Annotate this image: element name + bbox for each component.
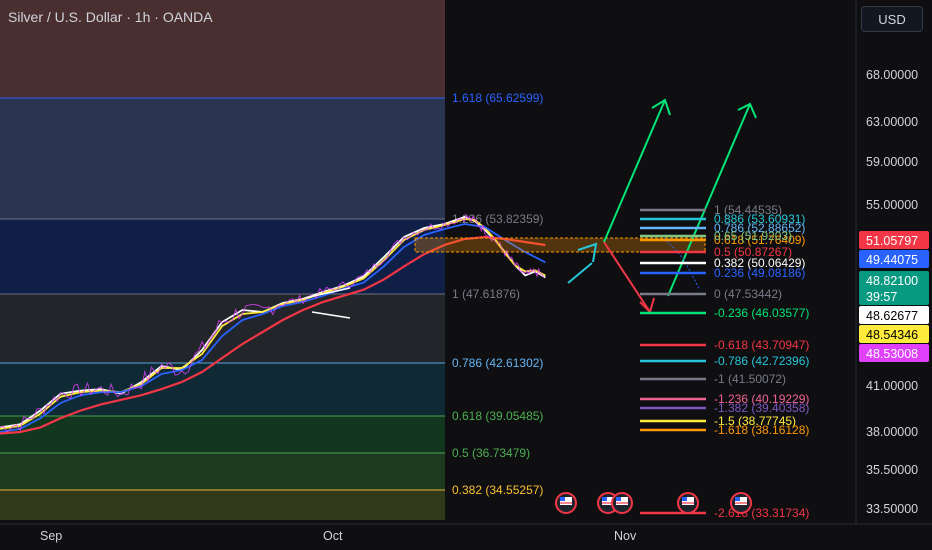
green-arrowhead-1: [651, 98, 671, 116]
cyan-arrow-1: [567, 262, 593, 284]
zone-0618: [0, 416, 445, 453]
price-tag-bg: [859, 306, 929, 324]
fib-retracement-label: -1 (41.50072): [714, 372, 786, 386]
price-tag-bg: [859, 344, 929, 362]
fib-extension-zones: [0, 0, 445, 520]
price-tag-label: 49.44075: [866, 253, 918, 267]
fib-retracement-label: 0.886 (53.60931): [714, 212, 805, 226]
us-flag-icon: [735, 497, 747, 505]
fib-retracement-label: -0.786 (42.72396): [714, 354, 809, 368]
zone-1618: [0, 98, 445, 219]
fib-extension-lines: 1.618 (65.62599) 1.236 (53.82359) 1 (47.61…: [0, 91, 543, 497]
price-tag-bg: [859, 231, 929, 249]
time-tick-label: Oct: [323, 529, 343, 543]
green-arrowhead-2: [737, 102, 757, 119]
fib-retracement-label: -1.382 (39.40358): [714, 401, 809, 415]
zone-1: [0, 294, 445, 363]
us-flag-canton-icon: [602, 497, 607, 501]
us-flag-icon: [602, 497, 614, 505]
fib-retracement-lines: 1 (54.44535)0.886 (53.60931)0.786 (52.88…: [640, 203, 809, 520]
fib-retracement-label: 0.5 (50.87267): [714, 245, 792, 259]
fib-extension-label: 0.786 (42.61302): [452, 356, 543, 370]
green-arrow-1: [603, 99, 666, 243]
price-tick-label: 35.50000: [866, 463, 918, 477]
fib-retracement-label: 1 (54.44535): [714, 203, 782, 217]
price-tag-bg: [859, 250, 929, 268]
us-flag-canton-icon: [735, 497, 740, 501]
cyan-arrowhead-1: [577, 242, 598, 263]
price-tick-label: 38.00000: [866, 425, 918, 439]
resistance-zone: [414, 237, 706, 253]
fib-extension-label: 1.236 (53.82359): [452, 212, 543, 226]
fib-retracement-label: 0.382 (50.06429): [714, 256, 805, 270]
zone-0382: [0, 490, 445, 520]
fib-extension-label: 1 (47.61876): [452, 287, 520, 301]
price-tag-label: 48.54346: [866, 328, 918, 342]
zone-05: [0, 453, 445, 490]
zone-top: [0, 0, 445, 98]
fib-retracement-label: -2.618 (33.31734): [714, 506, 809, 520]
economic-events: [555, 492, 752, 514]
us-flag-canton-icon: [616, 497, 621, 501]
price-tag-label: 48.82100: [866, 274, 918, 288]
us-flag-icon: [682, 497, 694, 505]
fib-retracement-label: 0.236 (49.08186): [714, 266, 805, 280]
fib-retracement-label: 0 (47.53442): [714, 287, 782, 301]
zone-1236: [0, 219, 445, 294]
retracement-trend-line: [663, 237, 701, 291]
price-tick-label: 63.00000: [866, 115, 918, 129]
price-tag-bg: [859, 271, 929, 289]
fib-retracement-label: -1.5 (38.77745): [714, 414, 796, 428]
fib-retracement-label: 0.618 (51.76409): [714, 233, 805, 247]
us-flag-canton-icon: [682, 497, 687, 501]
price-tag-label: 48.62677: [866, 309, 918, 323]
price-tag-bg: [859, 325, 929, 343]
fib-retracement-label: 0.786 (52.88652): [714, 221, 805, 235]
fib-retracement-label: -0.618 (43.70947): [714, 338, 809, 352]
series-line: [0, 235, 546, 435]
price-tag-bg: [859, 287, 929, 305]
fib-extension-label: 0.5 (36.73479): [452, 446, 530, 460]
currency-button[interactable]: USD: [861, 6, 923, 32]
zone-0786: [0, 363, 445, 416]
time-tick-label: Nov: [614, 529, 637, 543]
fib-extension-label: 0.382 (34.55257): [452, 483, 543, 497]
price-tick-label: 41.00000: [866, 379, 918, 393]
chart-title: Silver / U.S. Dollar · 1h · OANDA: [8, 9, 213, 25]
time-tick-label: Sep: [40, 529, 62, 543]
price-tag-label: 51.05797: [866, 234, 918, 248]
price-tag-label: 39:57: [866, 290, 897, 304]
channel-drawing: [304, 287, 351, 319]
fib-retracement-label: 0.65 (51.9203): [714, 229, 792, 243]
price-tag-label: 48.53008: [866, 347, 918, 361]
fib-retracement-label: -0.236 (46.03577): [714, 306, 809, 320]
us-flag-icon: [560, 497, 572, 505]
fib-retracement-label: -1.618 (38.16128): [714, 423, 809, 437]
price-tick-label: 33.50000: [866, 502, 918, 516]
us-flag-canton-icon: [560, 497, 565, 501]
price-tick-label: 59.00000: [866, 155, 918, 169]
fib-retracement-label: -1.236 (40.19229): [714, 392, 809, 406]
us-flag-icon: [616, 497, 628, 505]
red-arrow: [603, 241, 651, 313]
fib-extension-label: 0.618 (39.05485): [452, 409, 543, 423]
fib-extension-label: 1.618 (65.62599): [452, 91, 543, 105]
price-tick-label: 68.00000: [866, 68, 918, 82]
price-tick-label: 55.00000: [866, 198, 918, 212]
